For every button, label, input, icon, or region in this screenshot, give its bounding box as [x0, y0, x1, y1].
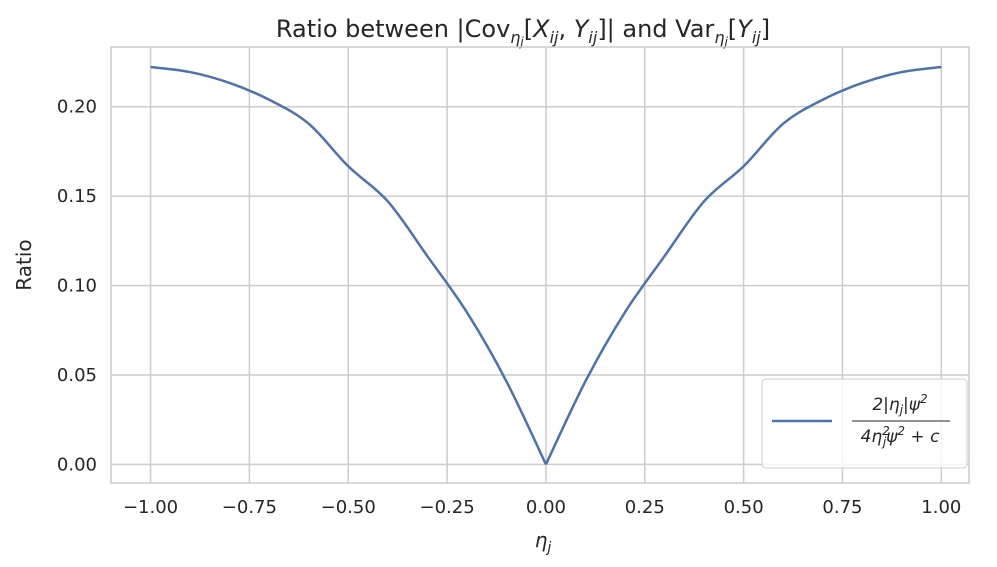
x-tick-label: −0.75: [222, 497, 277, 518]
legend: 2|ηj|ψ2 4η2 jψ2 + c: [761, 378, 968, 469]
x-tick-label: 0.50: [724, 497, 764, 518]
y-axis-label: Ratio: [12, 239, 36, 290]
y-tick-label: 0.20: [57, 97, 97, 118]
ratio-curve: [150, 65, 942, 465]
legend-label-denominator: 4η2 jψ2 + c: [861, 424, 940, 449]
x-tick-label: −0.50: [321, 497, 376, 518]
y-tick-label: 0.00: [57, 454, 97, 475]
legend-label-numerator: 2|ηj|ψ2: [872, 392, 927, 417]
x-tick-label: −0.25: [419, 497, 474, 518]
x-axis-label: ηj: [535, 528, 552, 556]
x-tick-label: 0.00: [526, 497, 566, 518]
x-tick-label: −1.00: [123, 497, 178, 518]
y-tick-label: 0.10: [57, 276, 97, 297]
legend-box: [761, 378, 968, 469]
x-tick-label: 1.00: [921, 497, 961, 518]
chart-title: Ratio between |Covηj[Xij, Yij]| and Varη…: [276, 15, 770, 49]
x-tick-labels: −1.00 −0.75 −0.50 −0.25 0.00 0.25 0.50 0.75 1.00: [123, 497, 961, 518]
y-tick-label: 0.05: [57, 365, 97, 386]
y-tick-label: 0.15: [57, 186, 97, 207]
y-tick-labels: 0.00 0.05 0.10 0.15 0.20: [57, 97, 97, 476]
x-tick-label: 0.75: [822, 497, 862, 518]
x-tick-label: 0.25: [625, 497, 665, 518]
axes-frame: [110, 46, 970, 484]
